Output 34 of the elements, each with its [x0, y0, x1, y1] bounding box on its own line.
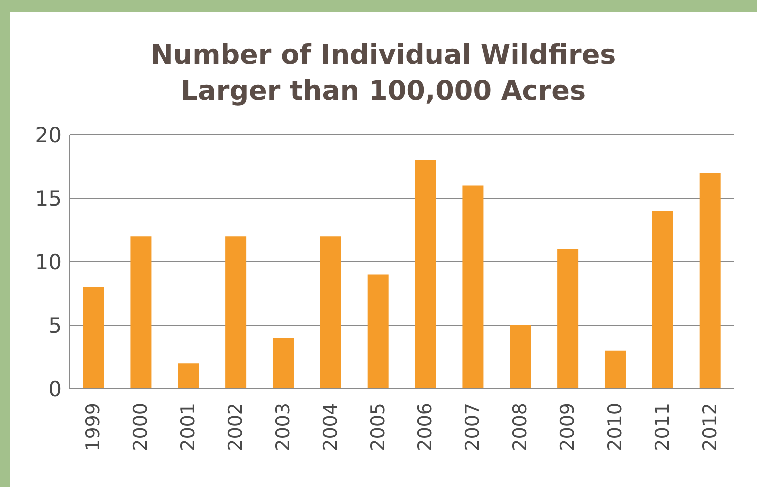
x-tick-label: 2002 [225, 403, 247, 452]
bar [604, 350, 626, 389]
chart-title: Number of Individual Wildfires Larger than 100,000 Acres [150, 39, 618, 109]
x-tick-label: 2005 [367, 403, 390, 452]
x-tick-label: 1999 [82, 403, 105, 452]
bar [462, 186, 484, 389]
y-tick-label: 20 [35, 123, 62, 148]
x-tick-label: 2011 [652, 403, 674, 452]
bar [130, 236, 152, 389]
x-tick-label: 2008 [510, 403, 532, 452]
bar [652, 211, 674, 389]
bar [700, 173, 721, 389]
x-tick-label: 2001 [178, 403, 200, 452]
bar [415, 160, 436, 389]
x-tick-label: 2009 [557, 403, 579, 452]
bar [226, 236, 247, 389]
x-tick-label: 2012 [699, 403, 722, 452]
bar [272, 338, 294, 389]
bar [368, 274, 389, 389]
x-tick-label: 2010 [604, 403, 626, 452]
x-tick-label: 2007 [462, 403, 484, 452]
y-tick-label: 5 [48, 314, 62, 338]
bar [178, 364, 200, 389]
x-tick-label: 2000 [130, 403, 152, 452]
x-tick-label: 2003 [272, 403, 294, 452]
bar [320, 236, 342, 389]
y-tick-label: 15 [35, 186, 62, 211]
y-tick-label: 0 [48, 377, 62, 402]
bar [510, 326, 532, 389]
x-tick-label: 2006 [414, 403, 437, 452]
y-tick-label: 10 [35, 250, 62, 274]
x-tick-label: 2004 [320, 403, 342, 452]
bar [83, 287, 104, 389]
bar [558, 249, 579, 389]
